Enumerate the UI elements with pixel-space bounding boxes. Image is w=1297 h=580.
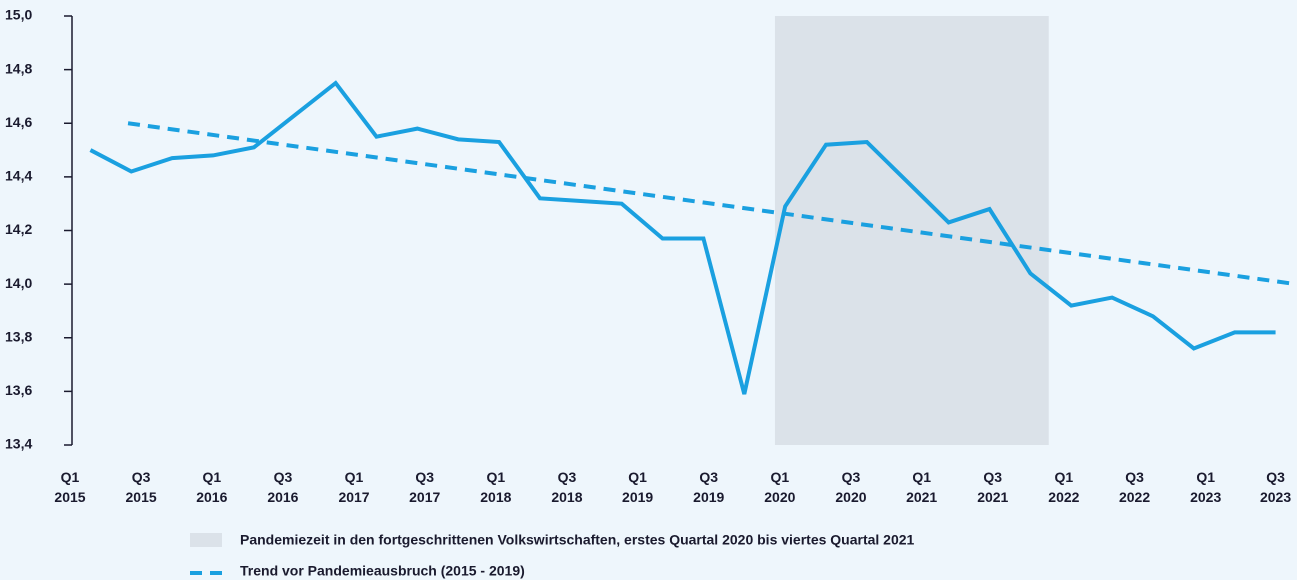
x-tick-label: Q1 2019 [622,469,654,505]
x-tick-label: Q1 2017 [338,469,370,505]
x-tick-label: Q1 2015 [54,469,86,505]
y-tick-label: 14,6 [5,114,32,130]
x-tick-label: Q1 2020 [764,469,796,505]
x-tick-label: Q3 2023 [1259,469,1292,505]
trend-line [127,121,1297,287]
x-tick-label: Q3 2019 [693,469,725,505]
y-tick-label: 14,0 [5,275,32,291]
x-tick-label: Q1 2021 [906,469,938,505]
x-tick-label: Q3 2016 [267,469,299,505]
legend-shade-label: Pandemiezeit in den fortgeschrittenen Vo… [240,532,915,548]
x-tick-label: Q3 2020 [835,469,867,505]
y-tick-label: 13,6 [5,382,32,398]
x-tick-label: Q3 2017 [409,469,441,505]
x-tick-label: Q3 2018 [551,469,583,505]
y-tick-label: 14,2 [5,221,32,237]
x-tick-label: Q3 2015 [125,469,157,505]
x-tick-label: Q3 2021 [977,469,1009,505]
data-line [89,80,1276,395]
x-tick-label: Q1 2018 [480,469,512,505]
x-tick-label: Q1 2023 [1190,469,1222,505]
y-tick-label: 14,4 [5,168,32,184]
legend-trend-label: Trend vor Pandemieausbruch (2015 - 2019) [240,563,525,579]
x-tick-label: Q1 2016 [196,469,228,505]
y-tick-label: 14,8 [5,60,32,76]
legend-shade-swatch [190,533,222,547]
x-tick-label: Q1 2022 [1048,469,1080,505]
y-tick-label: 15,0 [5,7,32,23]
y-tick-label: 13,4 [5,436,32,452]
x-tick-label: Q3 2022 [1118,469,1151,505]
y-tick-label: 13,8 [5,328,32,344]
